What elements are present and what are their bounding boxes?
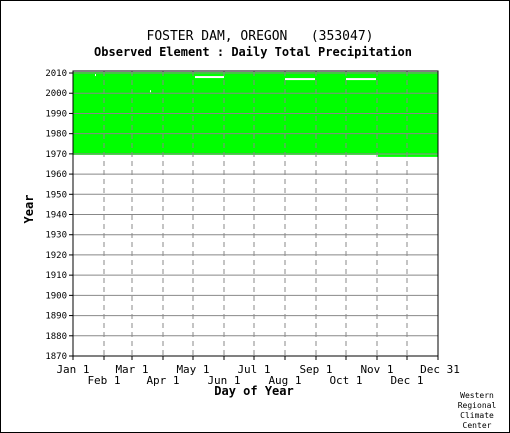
credit-line-4: Center bbox=[463, 421, 492, 430]
y-tick-label: 1910 bbox=[45, 271, 67, 281]
chart-subtitle: Observed Element : Daily Total Precipita… bbox=[94, 45, 412, 59]
chart-title: FOSTER DAM, OREGON (353047) bbox=[147, 29, 374, 44]
x-tick-label: Jun 1 bbox=[207, 374, 240, 387]
x-tick-label: Jul 1 bbox=[237, 363, 270, 376]
missing-segment bbox=[95, 74, 96, 77]
credit-block: Western Regional Climate Center bbox=[458, 391, 497, 430]
plot-area bbox=[69, 70, 439, 360]
y-tick-label: 1920 bbox=[45, 251, 67, 261]
y-tick-label: 1940 bbox=[45, 211, 67, 221]
credit-line-2: Regional bbox=[458, 401, 497, 410]
x-tick-label: Oct 1 bbox=[329, 374, 362, 387]
missing-segment bbox=[346, 78, 376, 81]
x-tick-label: Apr 1 bbox=[146, 374, 179, 387]
x-tick-label: Dec 1 bbox=[390, 374, 423, 387]
y-tick-label: 1900 bbox=[45, 291, 67, 301]
missing-segment bbox=[195, 76, 224, 79]
y-tick-label: 1930 bbox=[45, 231, 67, 241]
x-tick-label: Jan 1 bbox=[56, 363, 89, 376]
plot-border bbox=[72, 70, 439, 357]
y-tick-label: 1970 bbox=[45, 150, 67, 160]
missing-segment bbox=[150, 90, 151, 93]
missing-segment bbox=[285, 78, 315, 81]
x-tick-label: Nov 1 bbox=[360, 363, 393, 376]
y-tick-label: 1950 bbox=[45, 190, 67, 200]
y-axis-label: Year bbox=[22, 195, 36, 224]
y-tick-label: 2000 bbox=[45, 89, 67, 99]
x-tick-label: Dec 31 bbox=[420, 363, 460, 376]
y-tick-label: 1890 bbox=[45, 312, 67, 322]
y-tick-label: 1990 bbox=[45, 109, 67, 119]
credit-line-1: Western bbox=[460, 391, 494, 400]
data-region-partial bbox=[378, 154, 438, 157]
x-axis-label: Day of Year bbox=[214, 384, 293, 398]
y-tick-label: 1980 bbox=[45, 130, 67, 140]
y-tick-label: 1960 bbox=[45, 170, 67, 180]
x-tick-label: Feb 1 bbox=[87, 374, 120, 387]
y-tick-label: 2010 bbox=[45, 69, 67, 79]
y-tick-label: 1880 bbox=[45, 332, 67, 342]
credit-line-3: Climate bbox=[460, 411, 494, 420]
x-tick-label: May 1 bbox=[176, 363, 209, 376]
x-tick-label: Mar 1 bbox=[115, 363, 148, 376]
x-tick-label: Aug 1 bbox=[268, 374, 301, 387]
y-tick-label: 1870 bbox=[45, 352, 67, 362]
x-tick-label: Sep 1 bbox=[299, 363, 332, 376]
